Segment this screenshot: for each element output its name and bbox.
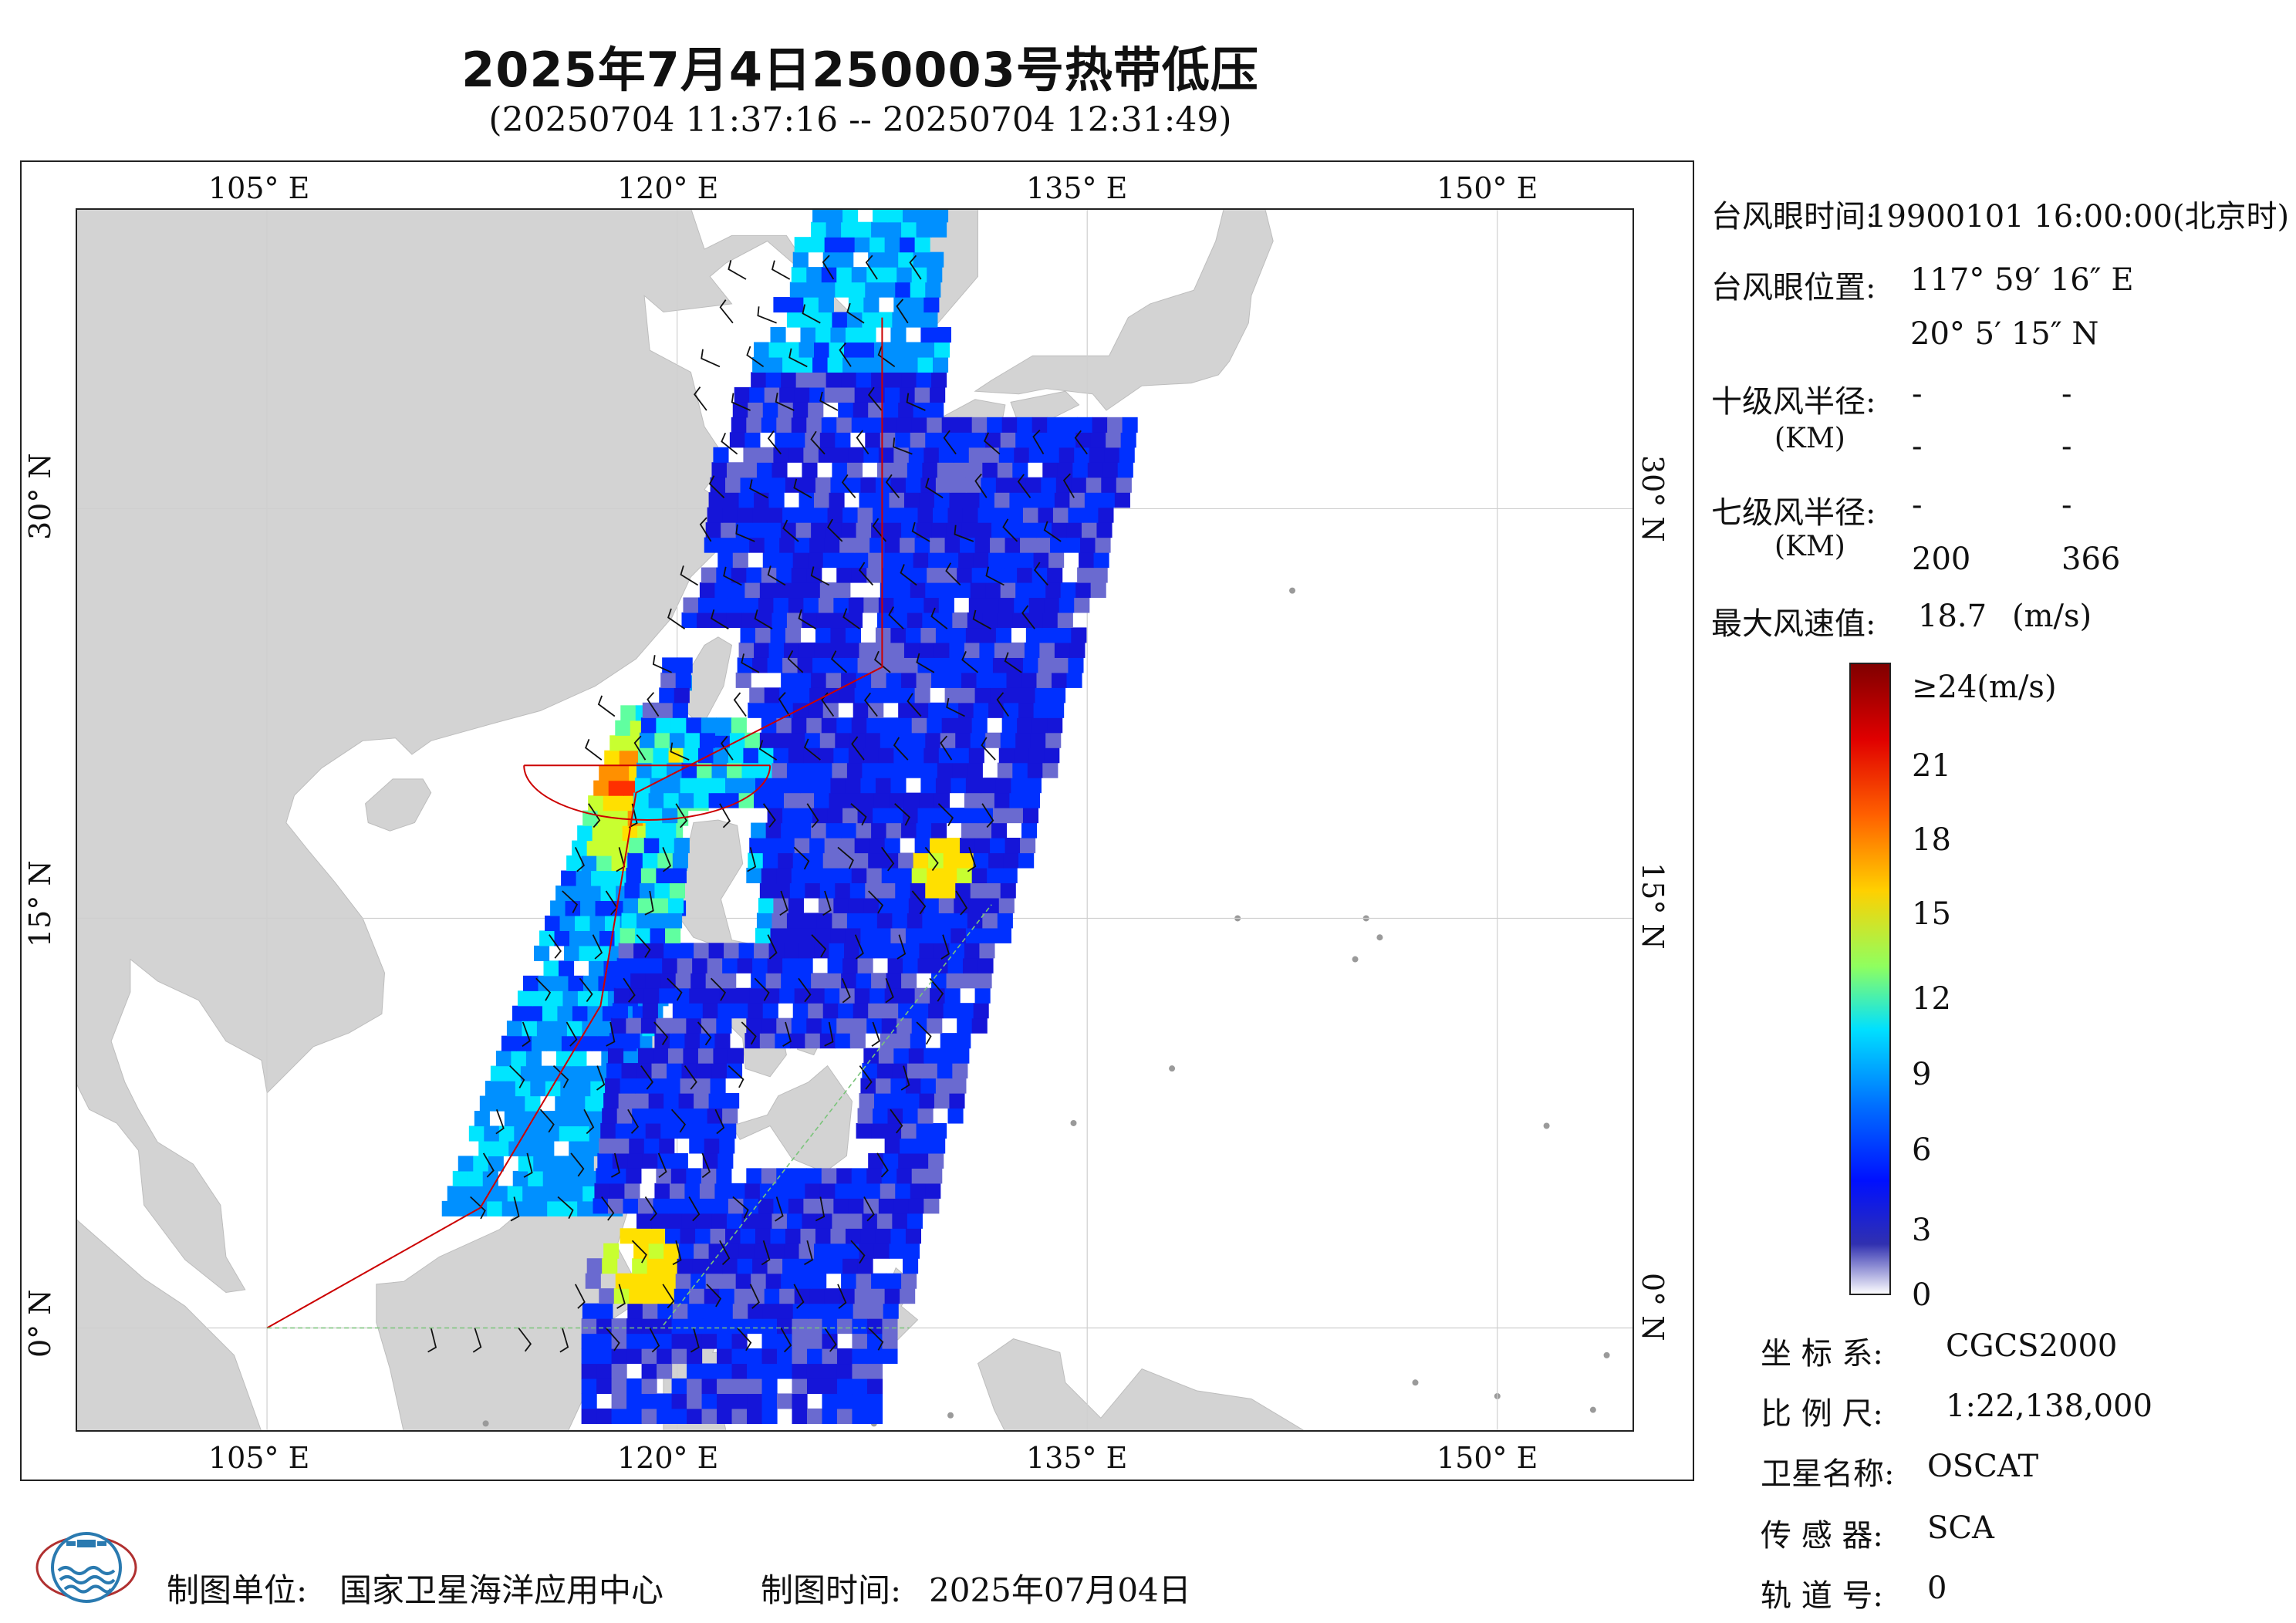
colorbar-tick-3: 3 (1912, 1213, 1932, 1248)
crs-value: CGCS2000 (1946, 1328, 2118, 1364)
lat-label-left-0: 0° N (23, 1289, 57, 1358)
islet-9 (1352, 956, 1359, 963)
islet-11 (1543, 1122, 1550, 1129)
nsoas-logo-icon (35, 1532, 137, 1603)
colorbar-tick-6: 6 (1912, 1132, 1932, 1168)
honshu-island (974, 208, 1274, 411)
wind-field-map (76, 208, 1634, 1432)
lon-label-top-120: 120° E (617, 171, 719, 205)
lat-label-left-15: 15° N (23, 860, 57, 947)
lon-label-top-135: 135° E (1026, 171, 1128, 205)
scale-label: 比 例 尺: (1761, 1396, 1883, 1432)
max-wind-value: 18.7 (1918, 599, 1987, 634)
colorbar-tick-18: 18 (1912, 822, 1951, 858)
colorbar-top-label: ≥24(m/s) (1912, 670, 2057, 705)
wind-barbs (427, 255, 1088, 1353)
map-time-label: 制图时间: (761, 1571, 902, 1609)
new-guinea-island (977, 1338, 1307, 1432)
map-border (76, 208, 1634, 1432)
mindanao-island (731, 1065, 853, 1173)
sensor-label: 传 感 器: (1761, 1518, 1883, 1554)
r10-value-2: - (2061, 376, 2072, 412)
lon-label-bottom-150: 150° E (1437, 1441, 1538, 1475)
r7-value-1: - (1912, 488, 1923, 523)
r10-label: 十级风半径: (1711, 384, 1876, 420)
r7-value-3: 200 (1912, 542, 1971, 577)
map-frame (20, 160, 1694, 1481)
r10-value-1: - (1912, 376, 1923, 412)
colorbar-tick-21: 21 (1912, 748, 1951, 784)
islet-12 (1070, 1119, 1077, 1126)
satellite-label: 卫星名称: (1761, 1456, 1895, 1492)
islet-14 (1603, 1351, 1610, 1358)
r10-km-label: (KM) (1774, 423, 1845, 454)
r7-km-label: (KM) (1774, 531, 1845, 562)
lat-label-right-0: 0° N (1636, 1273, 1670, 1341)
islet-8 (1376, 934, 1383, 941)
r7-value-4: 366 (2061, 542, 2121, 577)
unit-value: 国家卫星海洋应用中心 (339, 1571, 664, 1609)
eye-time-label: 台风眼时间: (1711, 199, 1876, 235)
track-line (266, 317, 883, 1329)
max-wind-label: 最大风速值: (1711, 606, 1876, 642)
colorbar-tick-9: 9 (1912, 1057, 1932, 1092)
lon-label-bottom-120: 120° E (617, 1441, 719, 1475)
mainland-asia (76, 208, 978, 1294)
sensor-value: SCA (1927, 1510, 1994, 1546)
colorbar-tick-12: 12 (1912, 981, 1951, 1017)
orbit-label: 轨 道 号: (1761, 1578, 1883, 1614)
colorbar-tick-0: 0 (1912, 1277, 1932, 1313)
satellite-value: OSCAT (1927, 1449, 2039, 1484)
lon-label-bottom-105: 105° E (208, 1441, 310, 1475)
lat-label-left-30: 30° N (23, 453, 57, 540)
colorbar (1849, 663, 1891, 1295)
r10-value-4: - (2061, 429, 2072, 464)
hainan-island (365, 778, 432, 832)
secondary-path (663, 904, 992, 1326)
sumatra-island (76, 1218, 262, 1432)
map-time-value: 2025年07月04日 (929, 1571, 1191, 1609)
lat-label-right-15: 15° N (1636, 862, 1670, 950)
r10-value-3: - (1912, 429, 1923, 464)
lon-label-top-150: 150° E (1437, 171, 1538, 205)
map-subtitle: (20250704 11:37:16 -- 20250704 12:31:49) (488, 100, 1232, 140)
max-wind-unit: (m/s) (2012, 599, 2092, 634)
colorbar-gradient (1849, 663, 1891, 1295)
lon-label-top-105: 105° E (208, 171, 310, 205)
islet-16 (1412, 1379, 1419, 1386)
crs-label: 坐 标 系: (1761, 1336, 1883, 1372)
orbit-value: 0 (1927, 1571, 1947, 1606)
satellite-track (266, 317, 992, 1329)
colorbar-tick-15: 15 (1912, 896, 1951, 932)
wind-radius-arc (523, 765, 772, 821)
islet-13 (1169, 1065, 1176, 1072)
map-title: 2025年7月4日250003号热带低压 (461, 42, 1259, 98)
eye-longitude: 117° 59′ 16″ E (1910, 262, 2134, 298)
eye-latitude: 20° 5′ 15″ N (1910, 316, 2099, 352)
islet-10 (1289, 587, 1296, 594)
unit-label: 制图单位: (167, 1571, 308, 1609)
islet-1 (482, 1420, 489, 1427)
r7-value-2: - (2061, 488, 2072, 523)
scale-value: 1:22,138,000 (1946, 1388, 2152, 1424)
islet-5 (947, 1412, 954, 1419)
lon-label-bottom-135: 135° E (1026, 1441, 1128, 1475)
islet-15 (1589, 1406, 1596, 1413)
eye-position-label: 台风眼位置: (1711, 270, 1876, 305)
eye-time-value: 19900101 16:00:00(北京时) (1867, 199, 2290, 235)
r7-label: 七级风半径: (1711, 495, 1876, 531)
lat-label-right-30: 30° N (1636, 455, 1670, 542)
